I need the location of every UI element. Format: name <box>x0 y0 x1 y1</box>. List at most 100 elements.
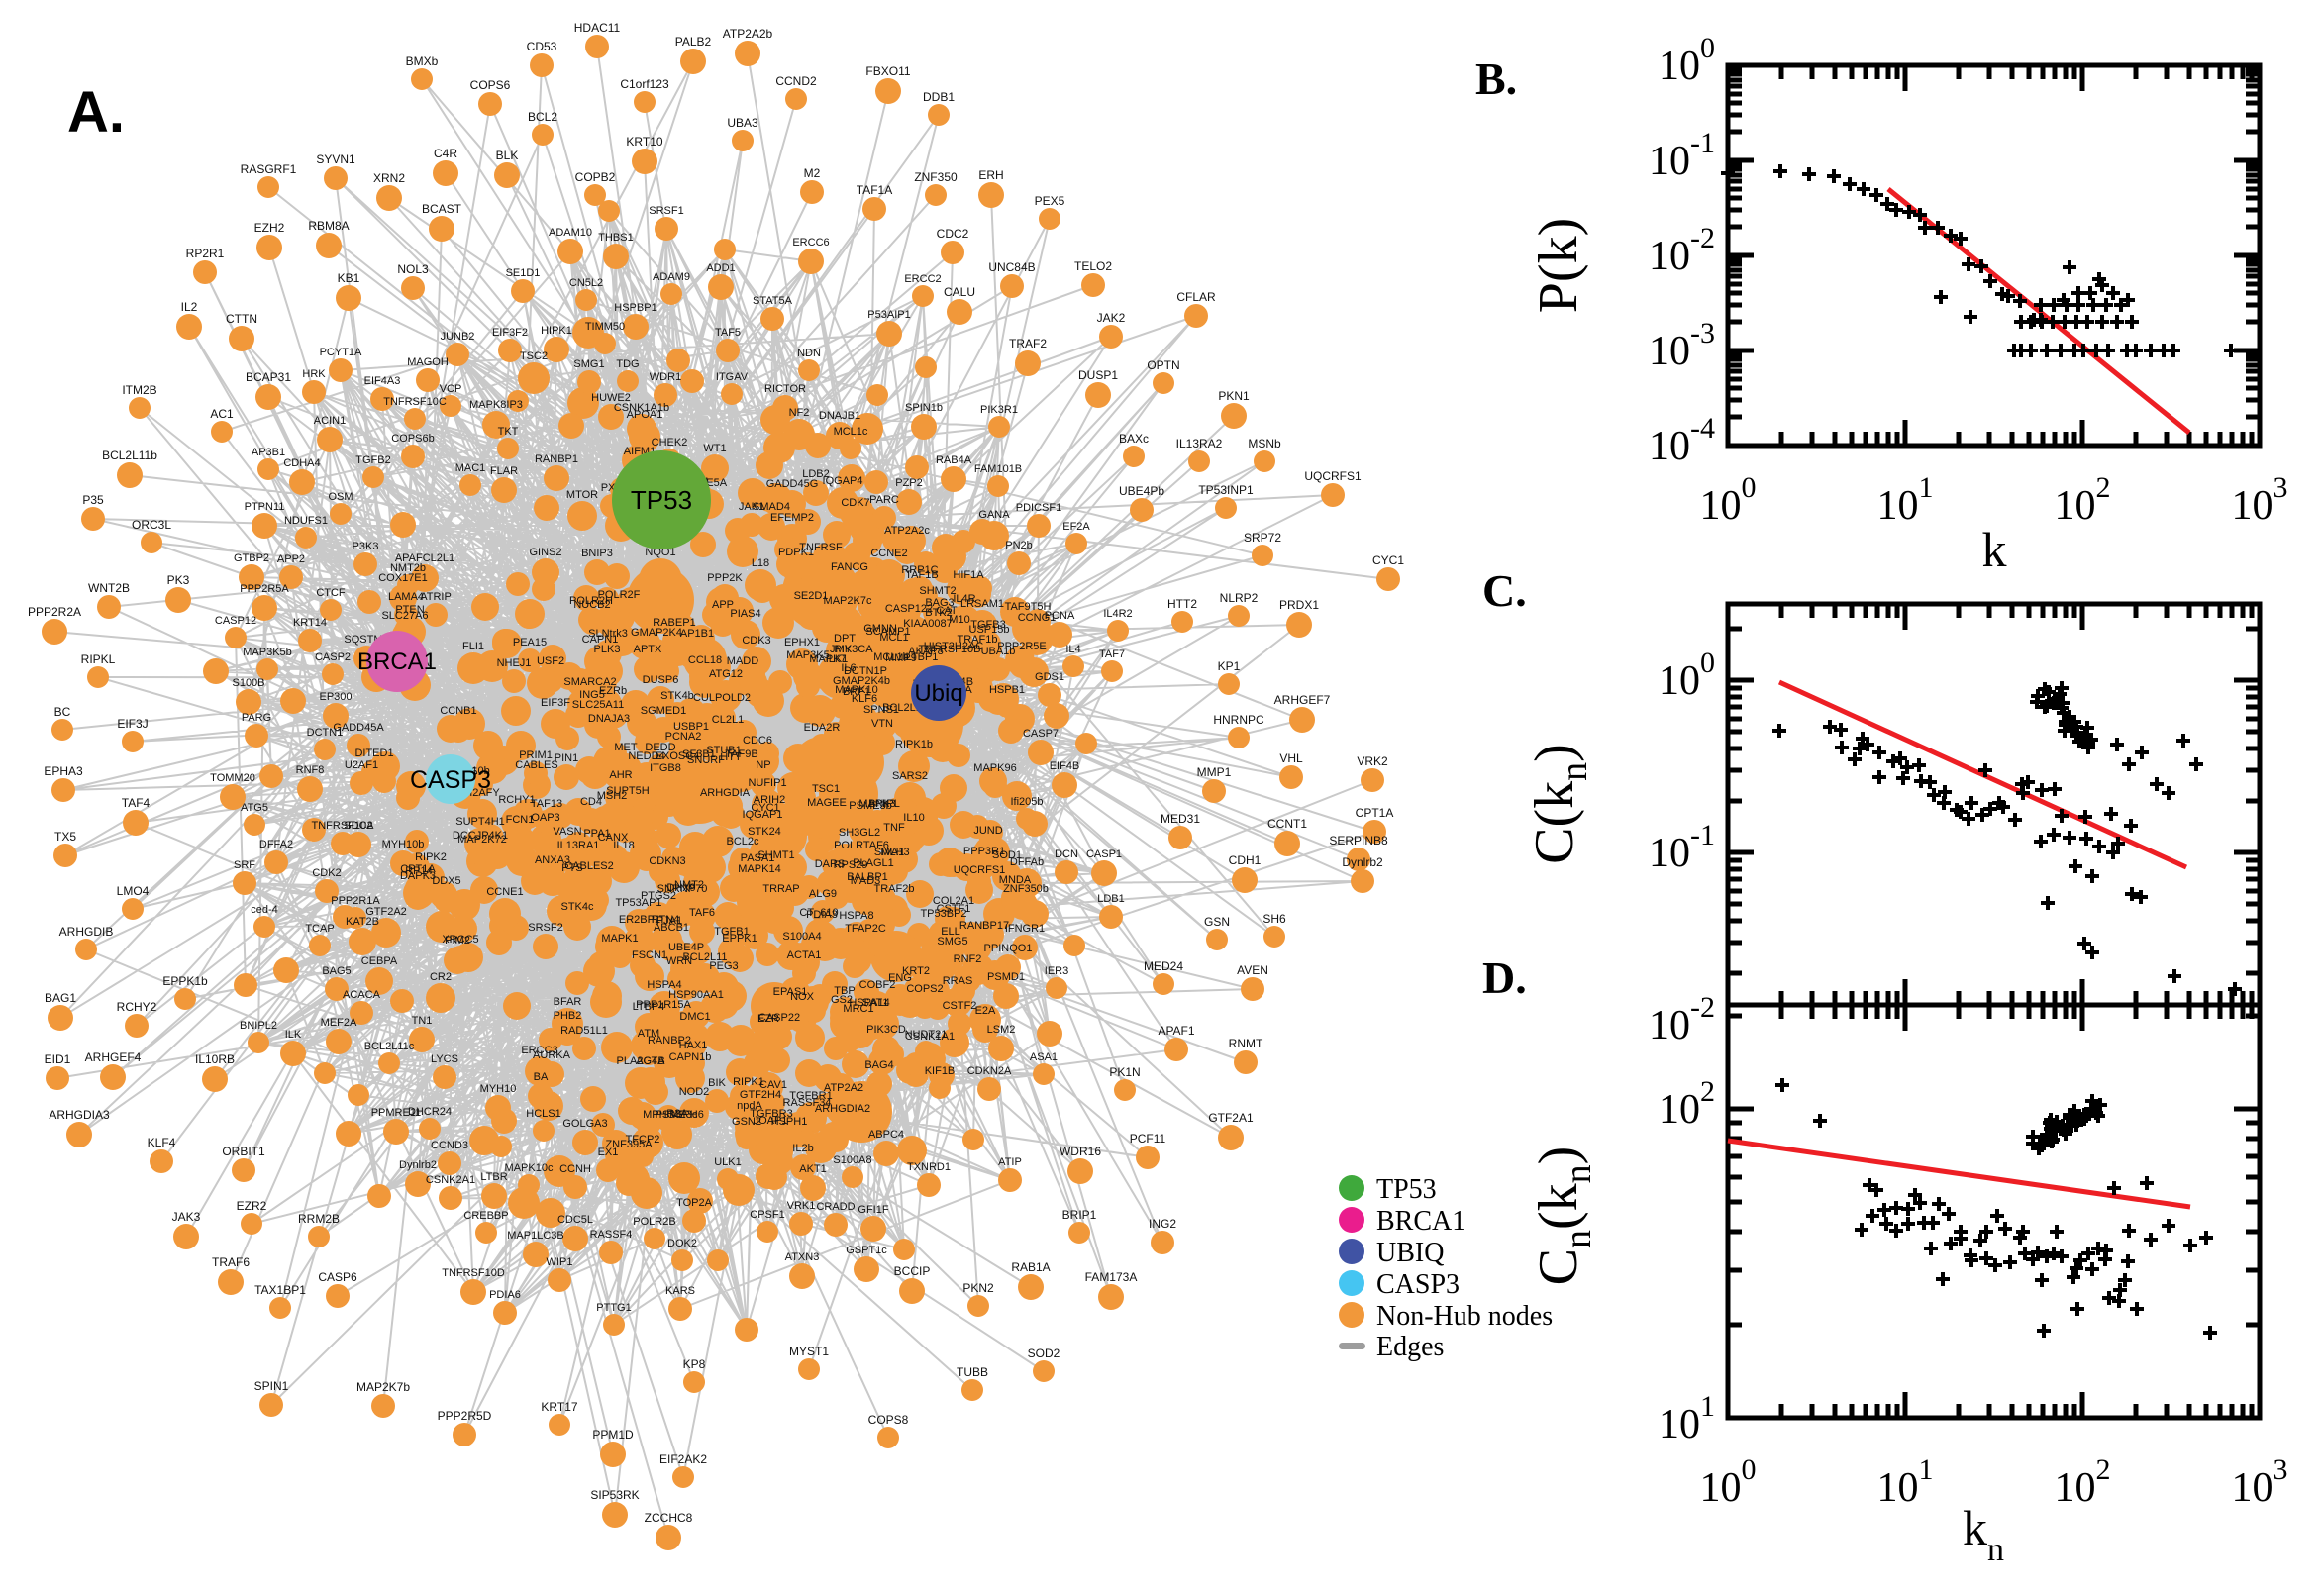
svg-text:PIAS4: PIAS4 <box>730 608 760 620</box>
svg-text:CASP122: CASP122 <box>885 603 933 615</box>
svg-text:PPP2R5D: PPP2R5D <box>438 1409 492 1423</box>
svg-text:SIVA1: SIVA1 <box>874 847 904 858</box>
svg-text:PKN2: PKN2 <box>962 1281 994 1295</box>
svg-text:PPINQO1: PPINQO1 <box>984 943 1033 954</box>
svg-text:UBA3: UBA3 <box>727 116 758 130</box>
svg-text:KRT2: KRT2 <box>902 965 930 977</box>
svg-text:JAK1: JAK1 <box>739 501 764 513</box>
svg-text:CASP3: CASP3 <box>1376 1269 1460 1300</box>
svg-text:KAT2B: KAT2B <box>346 916 379 928</box>
svg-text:HSP90AA1: HSP90AA1 <box>668 989 724 1001</box>
svg-text:SH3GL2: SH3GL2 <box>839 827 880 839</box>
svg-text:POLR2H: POLR2H <box>569 595 613 607</box>
svg-text:CCNG1: CCNG1 <box>1018 612 1057 624</box>
svg-text:LTBP1: LTBP1 <box>906 651 939 663</box>
svg-text:DPT: DPT <box>834 633 856 645</box>
svg-text:OAP3: OAP3 <box>531 812 559 824</box>
svg-text:CCL18: CCL18 <box>688 654 722 666</box>
svg-text:VTN: VTN <box>871 718 893 730</box>
svg-text:SAT1: SAT1 <box>862 997 889 1009</box>
svg-text:TRAF1b: TRAF1b <box>958 634 998 646</box>
svg-text:MAP3K5b: MAP3K5b <box>243 647 292 658</box>
svg-text:ERCC2: ERCC2 <box>904 273 941 285</box>
svg-text:MYH10: MYH10 <box>480 1083 517 1095</box>
svg-text:S100B: S100B <box>232 677 264 689</box>
svg-text:CABLES: CABLES <box>515 759 557 771</box>
svg-text:LDB2: LDB2 <box>802 468 830 480</box>
svg-text:TRAF2: TRAF2 <box>1009 337 1047 350</box>
svg-text:SIP53RK: SIP53RK <box>590 1488 639 1502</box>
svg-text:M2: M2 <box>804 166 821 180</box>
svg-text:GTF2A2: GTF2A2 <box>365 906 407 918</box>
svg-text:EX1: EX1 <box>598 1147 619 1158</box>
svg-text:IL4R: IL4R <box>953 593 975 605</box>
svg-text:SNRNP70: SNRNP70 <box>657 883 708 895</box>
svg-text:WT1: WT1 <box>703 443 726 454</box>
svg-text:CPT1A: CPT1A <box>400 863 436 875</box>
svg-text:DCCJP4K1: DCCJP4K1 <box>453 830 508 842</box>
svg-text:TNFRSF: TNFRSF <box>799 542 843 553</box>
svg-text:PASA1: PASA1 <box>741 852 775 864</box>
svg-text:GDS1: GDS1 <box>1035 671 1064 683</box>
svg-text:CREBBP: CREBBP <box>463 1210 508 1222</box>
svg-text:NDUFS1: NDUFS1 <box>284 515 328 527</box>
svg-text:COX17E1: COX17E1 <box>378 572 428 584</box>
svg-text:Non-Hub nodes: Non-Hub nodes <box>1376 1301 1553 1332</box>
svg-text:PCNA: PCNA <box>1045 610 1075 622</box>
svg-text:HSPBP1: HSPBP1 <box>614 302 656 314</box>
svg-text:CSNK1A1: CSNK1A1 <box>905 1031 955 1043</box>
svg-text:MLH3: MLH3 <box>880 847 909 858</box>
svg-text:AC1: AC1 <box>210 407 234 421</box>
svg-text:JMY: JMY <box>830 644 853 655</box>
svg-text:RIPK2: RIPK2 <box>415 851 447 863</box>
svg-text:AURKA: AURKA <box>533 1049 571 1061</box>
svg-text:PK3: PK3 <box>167 573 190 587</box>
svg-text:EIF4B: EIF4B <box>1050 760 1080 772</box>
svg-text:SERPINB8: SERPINB8 <box>1329 834 1388 848</box>
svg-text:AVEN: AVEN <box>1237 963 1268 977</box>
svg-text:SPNS1: SPNS1 <box>863 704 899 716</box>
svg-text:MRC1: MRC1 <box>843 1003 873 1015</box>
svg-text:MAPK14: MAPK14 <box>738 863 780 875</box>
svg-text:SPIN1b: SPIN1b <box>905 402 943 414</box>
svg-text:EFEMP2: EFEMP2 <box>770 512 814 524</box>
svg-text:KIF1B: KIF1B <box>925 1065 956 1077</box>
svg-text:SHMT1: SHMT1 <box>758 849 794 861</box>
svg-text:HCLS1: HCLS1 <box>526 1108 560 1120</box>
svg-text:LTBR: LTBR <box>480 1171 507 1183</box>
svg-text:UBIQ: UBIQ <box>1376 1238 1444 1268</box>
svg-text:IL2: IL2 <box>181 300 198 314</box>
svg-text:ARHGDIA: ARHGDIA <box>700 787 751 799</box>
svg-text:R2A: R2A <box>666 1108 688 1120</box>
svg-text:TOMM20: TOMM20 <box>210 772 255 784</box>
svg-text:CASP2: CASP2 <box>315 651 351 663</box>
svg-text:GTF2A1: GTF2A1 <box>1208 1111 1254 1125</box>
svg-text:BCL2c: BCL2c <box>726 836 759 848</box>
svg-text:RNF8: RNF8 <box>296 764 325 776</box>
svg-text:DMC1: DMC1 <box>679 1011 710 1023</box>
svg-text:EZR2: EZR2 <box>237 1199 267 1213</box>
svg-text:ATG5: ATG5 <box>241 802 268 814</box>
svg-text:LAMA4: LAMA4 <box>388 591 424 603</box>
svg-text:PPP2R1A: PPP2R1A <box>331 895 380 907</box>
svg-text:PK1N: PK1N <box>1109 1065 1140 1079</box>
svg-text:MEF2A: MEF2A <box>321 1017 357 1029</box>
svg-text:TP53AP1: TP53AP1 <box>615 897 661 909</box>
svg-text:CDK3: CDK3 <box>742 635 770 647</box>
svg-text:NHEJ1: NHEJ1 <box>497 657 532 669</box>
svg-text:PTEN: PTEN <box>395 604 424 616</box>
svg-text:TGFB3: TGFB3 <box>970 619 1005 631</box>
svg-text:GSN2: GSN2 <box>732 1116 761 1128</box>
svg-text:ING2: ING2 <box>1149 1217 1176 1231</box>
svg-text:RTN4: RTN4 <box>652 914 680 926</box>
svg-text:EID1: EID1 <box>45 1052 71 1066</box>
svg-text:KP1: KP1 <box>1218 659 1241 673</box>
svg-text:APOA1: APOA1 <box>627 409 663 421</box>
svg-text:THBS1: THBS1 <box>598 232 633 244</box>
svg-text:CCNE1: CCNE1 <box>486 886 523 898</box>
svg-text:CL2L1: CL2L1 <box>712 714 744 726</box>
svg-text:L18: L18 <box>752 557 769 569</box>
svg-text:APP2: APP2 <box>277 553 305 565</box>
svg-text:HIPK1: HIPK1 <box>541 325 572 337</box>
svg-text:MAC1: MAC1 <box>455 462 486 474</box>
